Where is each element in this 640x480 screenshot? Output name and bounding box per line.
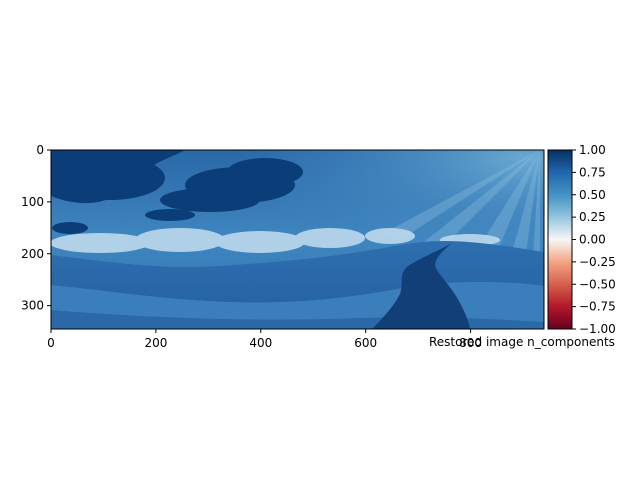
colorbar-tick-label: 1.00: [579, 143, 606, 157]
colorbar-tick-label: 0.75: [579, 165, 606, 179]
y-tick-label: 0: [36, 143, 44, 157]
y-tick-label: 100: [21, 195, 44, 209]
x-tick-label: 200: [144, 336, 167, 350]
x-tick-label: 0: [47, 336, 55, 350]
x-tick-label: 600: [354, 336, 377, 350]
y-tick-label: 200: [21, 247, 44, 261]
x-tick-label: 800: [459, 336, 482, 350]
x-tick-label: 400: [249, 336, 272, 350]
colorbar-tick-label: −1.00: [579, 322, 616, 336]
image-frame: [50, 149, 545, 330]
colorbar-tick-label: −0.75: [579, 300, 616, 314]
colorbar-tick-label: −0.25: [579, 255, 616, 269]
x-axis-label: Restored image n_components: [429, 335, 615, 349]
heatmap-image: [51, 150, 544, 329]
y-tick-label: 300: [21, 299, 44, 313]
x-axis: 0 200 400 600 800: [47, 329, 482, 350]
y-axis: 0 100 200 300: [21, 143, 51, 313]
colorbar-axis: 1.00 0.75 0.50 0.25 0.00 −0.25 −0.50 −0.75 −1.00: [572, 143, 616, 336]
colorbar-tick-label: 0.25: [579, 210, 606, 224]
colorbar-tick-label: 0.50: [579, 188, 606, 202]
colorbar-tick-label: 0.00: [579, 233, 606, 247]
colorbar: [547, 149, 573, 330]
colorbar-tick-label: −0.50: [579, 277, 616, 291]
